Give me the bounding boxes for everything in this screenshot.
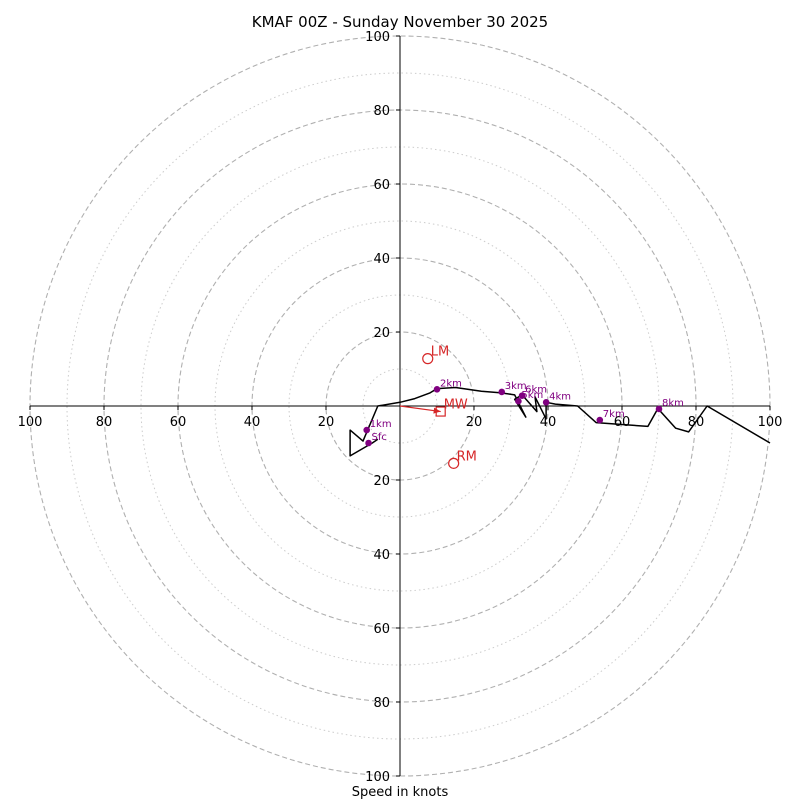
y-tick-label: 60 [373, 178, 390, 193]
height-marker-dot [498, 388, 506, 396]
storm-motion-label: LM [431, 345, 449, 360]
x-tick-label: 20 [318, 415, 335, 430]
height-marker-dot [365, 439, 372, 447]
height-marker-label: 2km [440, 378, 462, 389]
y-tick-label: 100 [365, 770, 390, 785]
x-tick-label: 80 [96, 415, 113, 430]
height-marker-dot [515, 397, 522, 405]
height-marker-label: 6km [525, 385, 547, 396]
height-marker-dot [655, 405, 663, 413]
height-marker-dot [596, 416, 604, 424]
y-tick-label: 20 [373, 474, 390, 489]
mean-wind-square [435, 406, 446, 417]
x-tick-label: 20 [466, 415, 483, 430]
height-marker-dot [363, 426, 371, 434]
height-marker-label: 4km [549, 391, 571, 402]
x-tick-label: 100 [758, 415, 783, 430]
height-marker-label: 5km [521, 390, 543, 401]
storm-motion-label: MW [444, 398, 468, 413]
height-marker-dot [542, 399, 550, 406]
x-tick-label: 60 [170, 415, 187, 430]
shear-vector-arrowhead [433, 407, 441, 414]
y-tick-label: 80 [373, 104, 390, 119]
storm-motion-label: RM [457, 449, 477, 464]
storm-motion-markers: LM RM MW [422, 345, 477, 469]
y-tick-label: 60 [373, 622, 390, 637]
height-marker-label: 3km [505, 381, 527, 392]
x-tick-label: 100 [18, 415, 43, 430]
x-tick-label: 60 [614, 415, 631, 430]
height-marker-label: 8km [662, 398, 684, 409]
wind-profile-line [349, 386, 771, 457]
x-tick-label: 40 [540, 415, 557, 430]
x-axis-label: Speed in knots [352, 785, 449, 800]
y-tick-label: 80 [373, 696, 390, 711]
storm-motion-circle [422, 353, 434, 365]
y-tick-label: 20 [373, 326, 390, 341]
chart-title: KMAF 00Z - Sunday November 30 2025 [252, 13, 548, 31]
hodograph-trace [349, 386, 771, 457]
y-tick-label: 40 [373, 548, 390, 563]
x-tick-label: 40 [244, 415, 261, 430]
y-tick-label: 100 [365, 30, 390, 45]
height-marker-dot [518, 392, 526, 399]
height-marker-dot [433, 386, 441, 393]
y-tick-label: 40 [373, 252, 390, 267]
height-marker-label: 7km [603, 409, 625, 420]
height-marker-label: Sfc [372, 432, 387, 443]
storm-motion-circle [448, 457, 460, 469]
height-marker-label: 1km [370, 419, 392, 430]
